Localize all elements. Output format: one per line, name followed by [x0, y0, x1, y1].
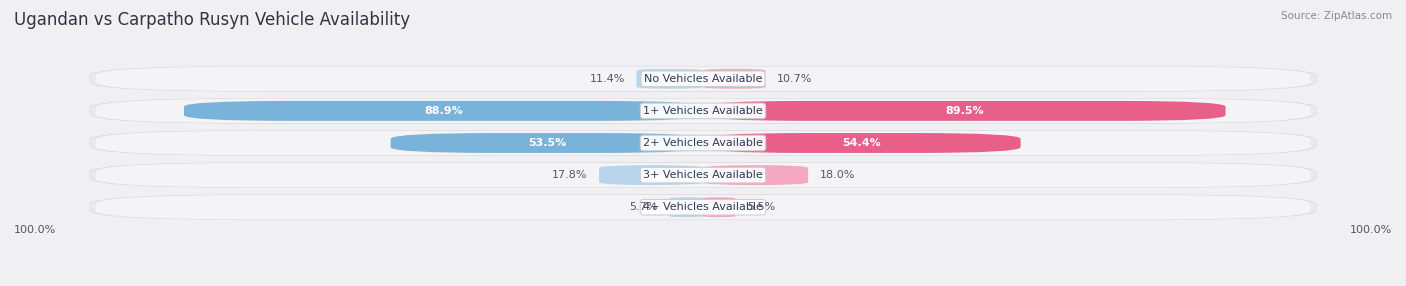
FancyBboxPatch shape — [669, 197, 703, 217]
FancyBboxPatch shape — [703, 165, 808, 185]
FancyBboxPatch shape — [703, 133, 1021, 153]
Text: 18.0%: 18.0% — [820, 170, 855, 180]
Text: 10.7%: 10.7% — [778, 74, 813, 84]
Text: 4+ Vehicles Available: 4+ Vehicles Available — [643, 202, 763, 212]
Text: 54.4%: 54.4% — [842, 138, 882, 148]
FancyBboxPatch shape — [96, 163, 1310, 187]
FancyBboxPatch shape — [184, 101, 703, 121]
Text: 1+ Vehicles Available: 1+ Vehicles Available — [643, 106, 763, 116]
Text: 2+ Vehicles Available: 2+ Vehicles Available — [643, 138, 763, 148]
Text: No Vehicles Available: No Vehicles Available — [644, 74, 762, 84]
FancyBboxPatch shape — [703, 69, 765, 89]
FancyBboxPatch shape — [703, 197, 735, 217]
Text: Ugandan vs Carpatho Rusyn Vehicle Availability: Ugandan vs Carpatho Rusyn Vehicle Availa… — [14, 11, 411, 29]
Text: 17.8%: 17.8% — [553, 170, 588, 180]
FancyBboxPatch shape — [90, 130, 1316, 156]
Text: 5.5%: 5.5% — [747, 202, 775, 212]
FancyBboxPatch shape — [90, 195, 1316, 220]
FancyBboxPatch shape — [96, 67, 1310, 91]
FancyBboxPatch shape — [599, 165, 703, 185]
FancyBboxPatch shape — [90, 162, 1316, 188]
Text: 89.5%: 89.5% — [945, 106, 984, 116]
FancyBboxPatch shape — [96, 195, 1310, 219]
Text: 88.9%: 88.9% — [425, 106, 463, 116]
Text: 5.7%: 5.7% — [630, 202, 658, 212]
FancyBboxPatch shape — [637, 69, 703, 89]
FancyBboxPatch shape — [703, 101, 1226, 121]
Text: 100.0%: 100.0% — [14, 225, 56, 235]
Text: 3+ Vehicles Available: 3+ Vehicles Available — [643, 170, 763, 180]
FancyBboxPatch shape — [391, 133, 703, 153]
FancyBboxPatch shape — [90, 66, 1316, 91]
Text: 100.0%: 100.0% — [1350, 225, 1392, 235]
Text: Source: ZipAtlas.com: Source: ZipAtlas.com — [1281, 11, 1392, 21]
Text: 11.4%: 11.4% — [589, 74, 624, 84]
FancyBboxPatch shape — [90, 98, 1316, 124]
Text: 53.5%: 53.5% — [527, 138, 567, 148]
FancyBboxPatch shape — [96, 99, 1310, 123]
FancyBboxPatch shape — [96, 131, 1310, 155]
